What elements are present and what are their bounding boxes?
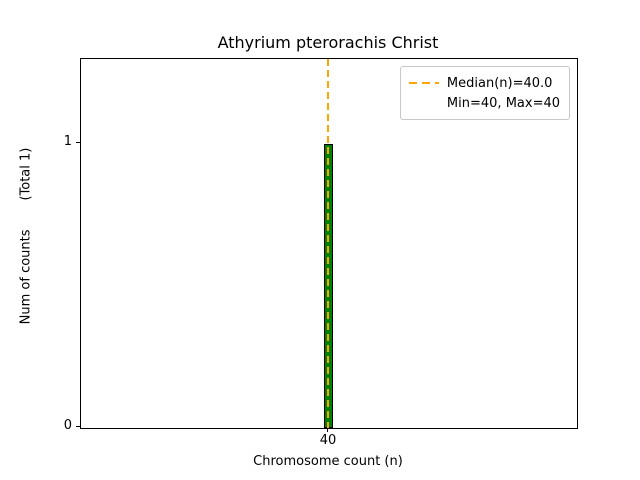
y-tick-mark-0 bbox=[76, 426, 80, 427]
plot-area: Median(n)=40.0 Min=40, Max=40 bbox=[80, 58, 578, 429]
y-axis-label: Num of counts (Total 1) bbox=[18, 147, 34, 325]
median-dashed-line-icon bbox=[408, 82, 439, 84]
legend-spacer bbox=[409, 102, 439, 104]
chart-title: Athyrium pterorachis Christ bbox=[217, 33, 439, 52]
legend: Median(n)=40.0 Min=40, Max=40 bbox=[399, 66, 570, 120]
legend-entry-minmax: Min=40, Max=40 bbox=[446, 95, 560, 111]
median-line bbox=[327, 59, 329, 428]
x-tick-mark-40 bbox=[327, 428, 328, 432]
legend-row-minmax: Min=40, Max=40 bbox=[409, 93, 560, 113]
y-tick-mark-1 bbox=[76, 142, 80, 143]
y-tick-label-1: 1 bbox=[63, 134, 72, 149]
legend-row-median: Median(n)=40.0 bbox=[408, 73, 560, 93]
x-tick-label-40: 40 bbox=[319, 433, 337, 448]
y-tick-label-0: 0 bbox=[63, 418, 72, 433]
legend-entry-median: Median(n)=40.0 bbox=[446, 75, 553, 91]
x-axis-label: Chromosome count (n) bbox=[253, 454, 403, 469]
